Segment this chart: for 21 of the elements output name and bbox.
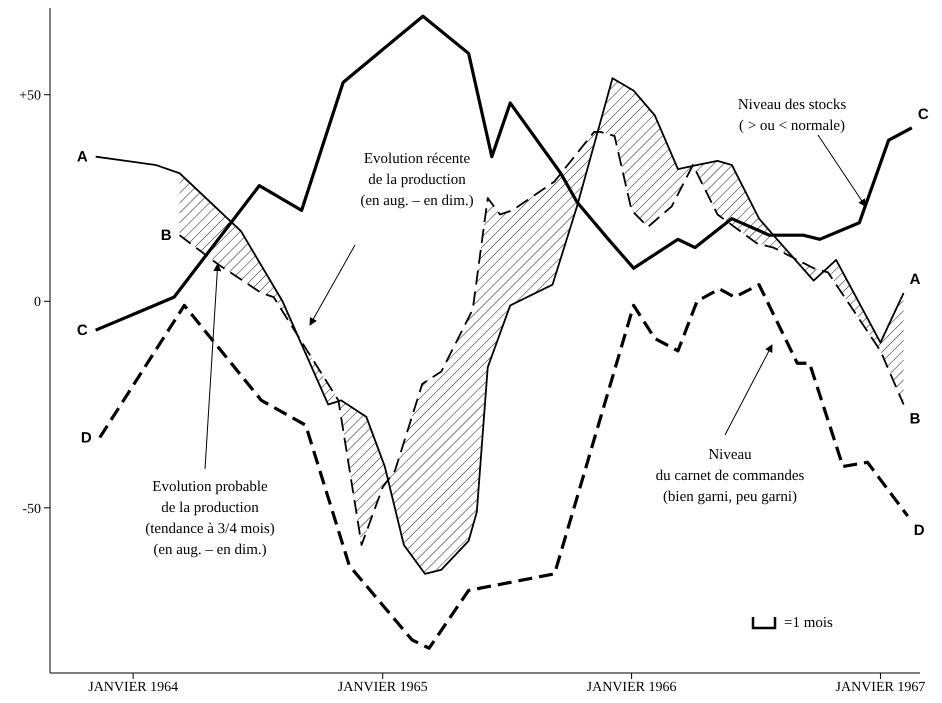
annotation: Niveau des stocks ( > ou < normale) — [738, 97, 846, 134]
x-tick-label: JANVIER 1964 — [88, 680, 178, 695]
x-tick-label: JANVIER 1967 — [836, 680, 926, 695]
y-tick-label: +50 — [19, 88, 41, 104]
text: B — [910, 410, 920, 428]
text: D — [914, 522, 925, 540]
x-tick-label: JANVIER 1966 — [586, 680, 677, 695]
text: C — [76, 322, 88, 340]
y-tick-label: 0 — [34, 295, 41, 310]
annotation: Niveau du carnet de commandes (bien garni, peu garni) — [656, 447, 804, 505]
text: A — [76, 148, 88, 166]
annotation: Evolution récente de la production (en aug. – en dim.) — [360, 151, 474, 209]
series-label: B — [160, 227, 172, 244]
line-series — [98, 283, 910, 650]
annotation: =1 mois — [784, 615, 834, 631]
y-tick-label: -50 — [22, 502, 41, 517]
series-label: C — [918, 106, 929, 123]
x-tick-label: JANVIER 1965 — [338, 680, 428, 695]
annotation: Evolution probable de la production (tendance à 3/4 mois) (en aug. – en dim.) — [145, 479, 275, 558]
series-label: D — [80, 430, 92, 447]
series-label: A — [910, 271, 921, 288]
